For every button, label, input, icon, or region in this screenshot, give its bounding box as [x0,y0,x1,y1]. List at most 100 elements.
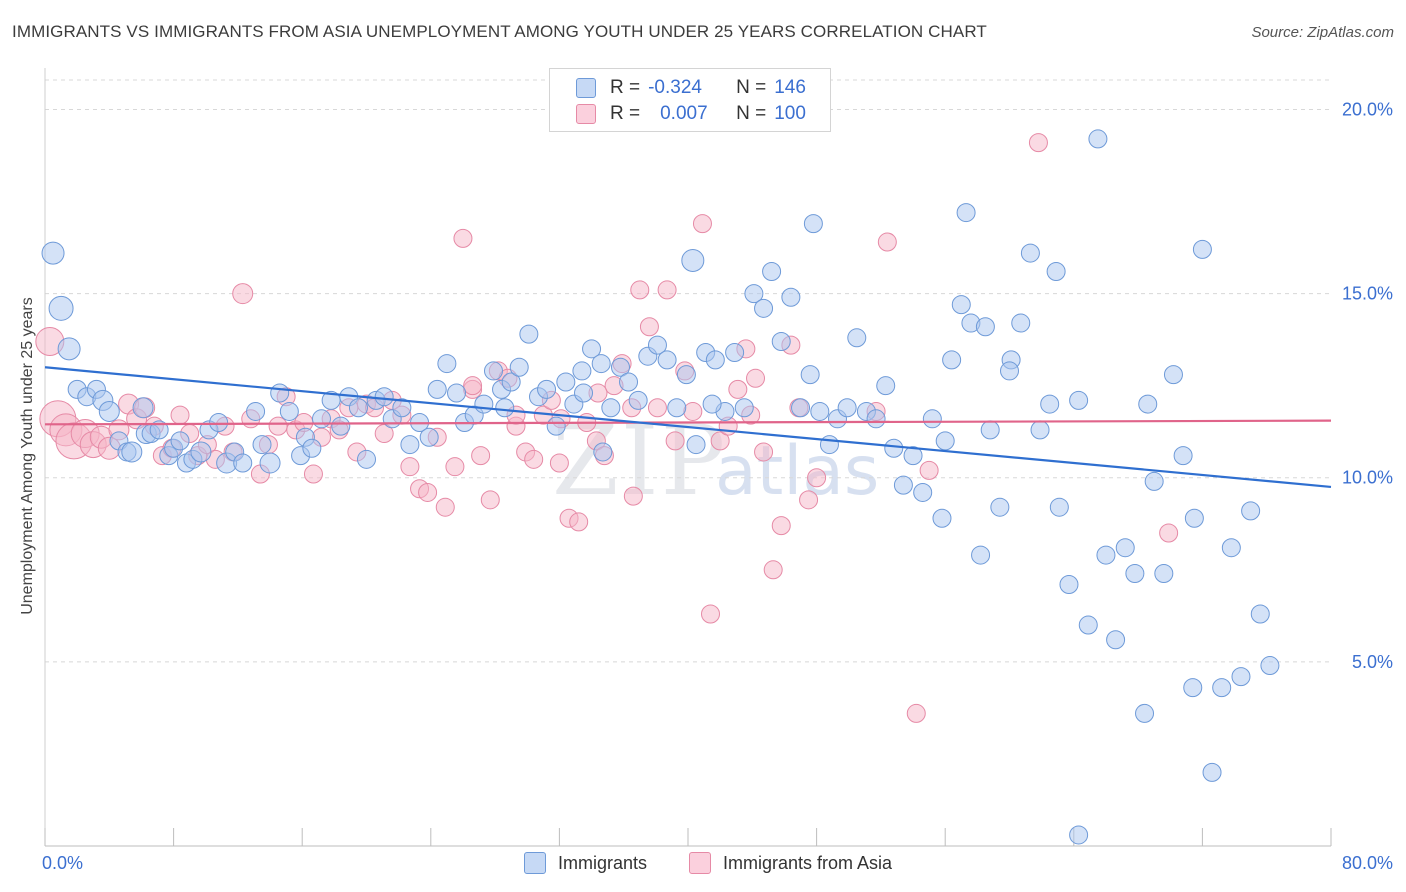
point-immigrants-from-asia [800,491,818,509]
point-immigrants [1012,314,1030,332]
point-immigrants [952,296,970,314]
legend-r-label: R = [610,77,640,99]
point-immigrants [1155,564,1173,582]
point-immigrants-from-asia [454,229,472,247]
point-immigrants [914,483,932,501]
point-immigrants [1126,564,1144,582]
point-immigrants-from-asia [401,458,419,476]
point-immigrants [1060,576,1078,594]
point-immigrants [538,380,556,398]
point-immigrants [726,344,744,362]
point-immigrants [573,362,591,380]
point-immigrants-from-asia [764,561,782,579]
point-immigrants [1050,498,1068,516]
point-immigrants-from-asia [755,443,773,461]
point-immigrants-from-asia [1029,134,1047,152]
tick-labels: 5.0%10.0%15.0%20.0%0.0% 80.0% [42,99,1393,873]
point-immigrants [976,318,994,336]
point-immigrants [792,399,810,417]
point-immigrants [782,288,800,306]
point-immigrants [1031,421,1049,439]
point-immigrants [629,391,647,409]
point-immigrants [877,377,895,395]
point-immigrants [772,332,790,350]
point-immigrants [234,454,252,472]
point-immigrants [1136,704,1154,722]
y-tick-label: 15.0% [1342,284,1393,304]
point-immigrants [1139,395,1157,413]
point-immigrants [428,380,446,398]
point-immigrants [401,436,419,454]
point-immigrants [804,215,822,233]
legend-swatch-pink [576,104,596,124]
point-immigrants [260,453,280,473]
point-immigrants [668,399,686,417]
point-immigrants [1097,546,1115,564]
point-immigrants-from-asia [640,318,658,336]
point-immigrants [1184,679,1202,697]
point-immigrants [867,410,885,428]
point-immigrants [1041,395,1059,413]
bottom-legend-immigrants: Immigrants [524,852,647,874]
series-immigrants [42,130,1279,844]
point-immigrants-from-asia [878,233,896,251]
legend-n-value: 100 [774,103,806,125]
point-immigrants [191,442,211,462]
point-immigrants-from-asia [729,380,747,398]
correlation-legend: R = -0.324 N = 146 R = 0.007 N = 100 [549,68,831,132]
point-immigrants [703,395,721,413]
point-immigrants [280,402,298,420]
point-immigrants [1232,668,1250,686]
bottom-legend-label-asia: Immigrants from Asia [723,853,892,874]
point-immigrants [957,204,975,222]
point-immigrants [885,439,903,457]
point-immigrants [1242,502,1260,520]
point-immigrants [448,384,466,402]
legend-r-value: -0.324 [648,77,724,99]
point-immigrants [1047,263,1065,281]
point-immigrants [602,399,620,417]
point-immigrants [547,417,565,435]
point-immigrants-from-asia [472,447,490,465]
point-immigrants [312,410,330,428]
bottom-legend: Immigrants Immigrants from Asia [0,852,1406,878]
point-immigrants-from-asia [648,399,666,417]
point-immigrants [557,373,575,391]
scatter-chart: 5.0%10.0%15.0%20.0%0.0% 80.0% [0,0,1406,892]
point-immigrants [349,399,367,417]
legend-r-label: R = [610,103,640,125]
point-immigrants-from-asia [808,469,826,487]
point-immigrants [1107,631,1125,649]
point-immigrants [475,395,493,413]
point-immigrants [1251,605,1269,623]
legend-n-label: N = [736,77,766,99]
point-immigrants-from-asia [693,215,711,233]
point-immigrants [972,546,990,564]
legend-row-immigrants: R = -0.324 N = 146 [576,76,806,100]
point-immigrants [820,436,838,454]
point-immigrants [838,399,856,417]
bottom-legend-label-immigrants: Immigrants [558,853,647,874]
point-immigrants [755,299,773,317]
point-immigrants-from-asia [1160,524,1178,542]
y-tick-label: 20.0% [1342,99,1393,119]
point-immigrants [375,388,393,406]
y-tick-label: 10.0% [1342,468,1393,488]
bottom-legend-asia: Immigrants from Asia [689,852,892,874]
point-immigrants [763,263,781,281]
point-immigrants [1116,539,1134,557]
point-immigrants-from-asia [481,491,499,509]
point-immigrants-from-asia [684,402,702,420]
point-immigrants-from-asia [269,417,287,435]
point-immigrants [122,442,142,462]
point-immigrants [510,358,528,376]
point-immigrants [210,413,228,431]
legend-row-asia: R = 0.007 N = 100 [576,102,806,126]
point-immigrants [1070,826,1088,844]
point-immigrants-from-asia [772,517,790,535]
point-immigrants-from-asia [570,513,588,531]
point-immigrants-from-asia [702,605,720,623]
point-immigrants [1174,447,1192,465]
point-immigrants [1145,472,1163,490]
point-immigrants [1089,130,1107,148]
